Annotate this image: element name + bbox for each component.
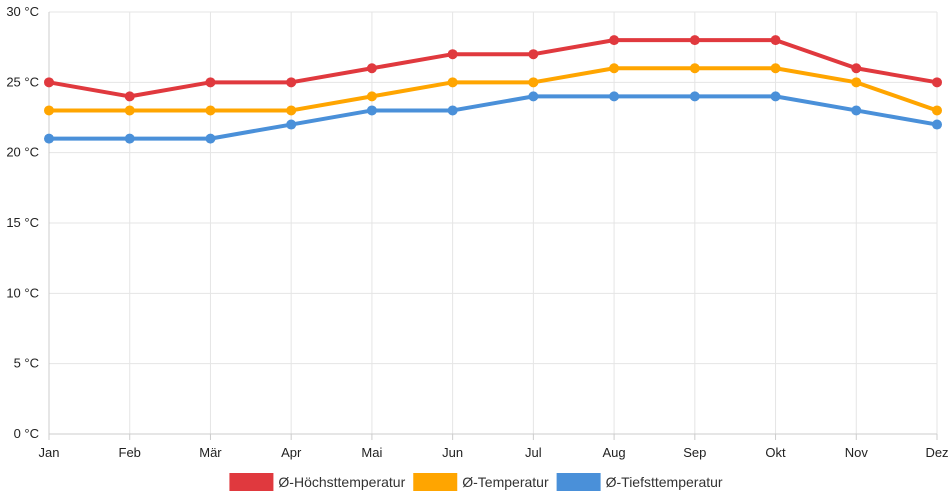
data-point[interactable] (851, 105, 862, 116)
data-point[interactable] (205, 77, 216, 88)
y-tick-label: 25 °C (6, 74, 39, 89)
series-2 (44, 63, 942, 116)
x-tick-label: Dez (925, 445, 948, 460)
data-point[interactable] (770, 91, 781, 102)
series-group (44, 35, 942, 144)
data-point[interactable] (124, 105, 135, 116)
data-point[interactable] (44, 133, 54, 144)
x-tick-label: Aug (603, 445, 626, 460)
data-point[interactable] (609, 35, 620, 46)
legend-swatch[interactable] (556, 473, 601, 491)
x-axis-ticks: Jan Feb Mär Apr Mai Jun Jul Aug Sep Okt Nov Dez (39, 445, 949, 460)
data-point[interactable] (447, 49, 458, 60)
data-point[interactable] (932, 105, 942, 116)
data-point[interactable] (44, 77, 54, 88)
data-point[interactable] (205, 105, 216, 116)
axes (48, 12, 938, 440)
data-point[interactable] (851, 63, 862, 74)
data-point[interactable] (366, 91, 377, 102)
grid (48, 11, 938, 435)
y-axis-ticks: 0 °C 5 °C 10 °C 15 °C 20 °C 25 °C 30 °C (6, 4, 39, 441)
legend-item[interactable]: Ø-Höchsttemperatur (229, 473, 406, 491)
data-point[interactable] (447, 105, 458, 116)
series-line (47, 38, 939, 99)
y-tick-label: 30 °C (6, 4, 39, 19)
legend-label[interactable]: Ø-Temperatur (462, 474, 549, 490)
legend-label[interactable]: Ø-Tiefsttemperatur (606, 474, 723, 490)
data-point[interactable] (528, 77, 539, 88)
data-point[interactable] (124, 91, 135, 102)
x-tick-label: Jun (442, 445, 463, 460)
data-point[interactable] (44, 105, 54, 116)
data-point[interactable] (528, 91, 539, 102)
legend[interactable]: Ø-Höchsttemperatur Ø-Temperatur Ø-Tiefstte… (229, 473, 723, 491)
series-3 (44, 91, 942, 144)
data-point[interactable] (932, 77, 942, 88)
data-point[interactable] (124, 133, 135, 144)
legend-swatch[interactable] (229, 473, 274, 491)
legend-label[interactable]: Ø-Höchsttemperatur (278, 474, 405, 490)
data-point[interactable] (609, 91, 620, 102)
data-point[interactable] (932, 119, 942, 130)
series-line (47, 94, 939, 141)
data-point[interactable] (286, 77, 297, 88)
data-point[interactable] (366, 63, 377, 74)
data-point[interactable] (770, 63, 781, 74)
legend-item[interactable]: Ø-Tiefsttemperatur (556, 473, 723, 491)
y-tick-label: 15 °C (6, 215, 39, 230)
x-tick-label: Jul (525, 445, 542, 460)
x-tick-label: Okt (765, 445, 786, 460)
data-point[interactable] (851, 77, 862, 88)
y-tick-label: 5 °C (14, 356, 39, 371)
data-point[interactable] (286, 105, 297, 116)
data-point[interactable] (447, 77, 458, 88)
x-tick-label: Mai (361, 445, 382, 460)
data-point[interactable] (689, 63, 700, 74)
y-tick-label: 10 °C (6, 285, 39, 300)
series-1 (44, 35, 942, 102)
data-point[interactable] (689, 35, 700, 46)
x-tick-label: Apr (281, 445, 302, 460)
y-tick-label: 20 °C (6, 145, 39, 160)
x-tick-label: Sep (683, 445, 706, 460)
x-tick-label: Mär (199, 445, 222, 460)
y-tick-label: 0 °C (14, 426, 39, 441)
data-point[interactable] (770, 35, 781, 46)
legend-item[interactable]: Ø-Temperatur (413, 473, 549, 491)
x-tick-label: Nov (845, 445, 869, 460)
legend-swatch[interactable] (413, 473, 458, 491)
data-point[interactable] (528, 49, 539, 60)
data-point[interactable] (205, 133, 216, 144)
data-point[interactable] (286, 119, 297, 130)
data-point[interactable] (609, 63, 620, 74)
x-tick-label: Jan (39, 445, 60, 460)
data-point[interactable] (689, 91, 700, 102)
data-point[interactable] (366, 105, 377, 116)
x-tick-label: Feb (119, 445, 141, 460)
series-line (47, 66, 939, 113)
